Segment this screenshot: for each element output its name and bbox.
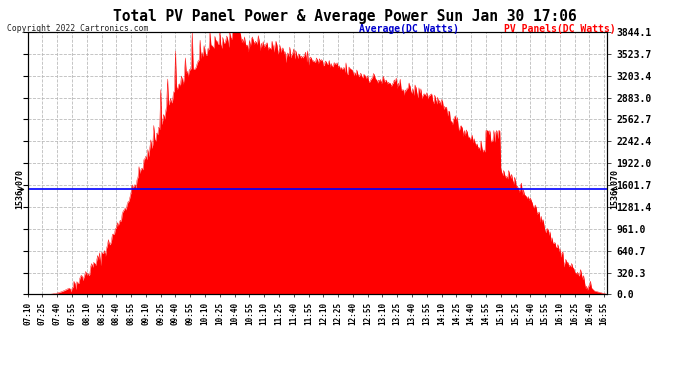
Text: Total PV Panel Power & Average Power Sun Jan 30 17:06: Total PV Panel Power & Average Power Sun…	[113, 9, 577, 24]
Text: 1536.070: 1536.070	[610, 170, 619, 210]
Text: 1536.070: 1536.070	[16, 170, 25, 210]
Text: Average(DC Watts): Average(DC Watts)	[359, 24, 459, 34]
Text: PV Panels(DC Watts): PV Panels(DC Watts)	[504, 24, 615, 34]
Text: Copyright 2022 Cartronics.com: Copyright 2022 Cartronics.com	[7, 24, 148, 33]
